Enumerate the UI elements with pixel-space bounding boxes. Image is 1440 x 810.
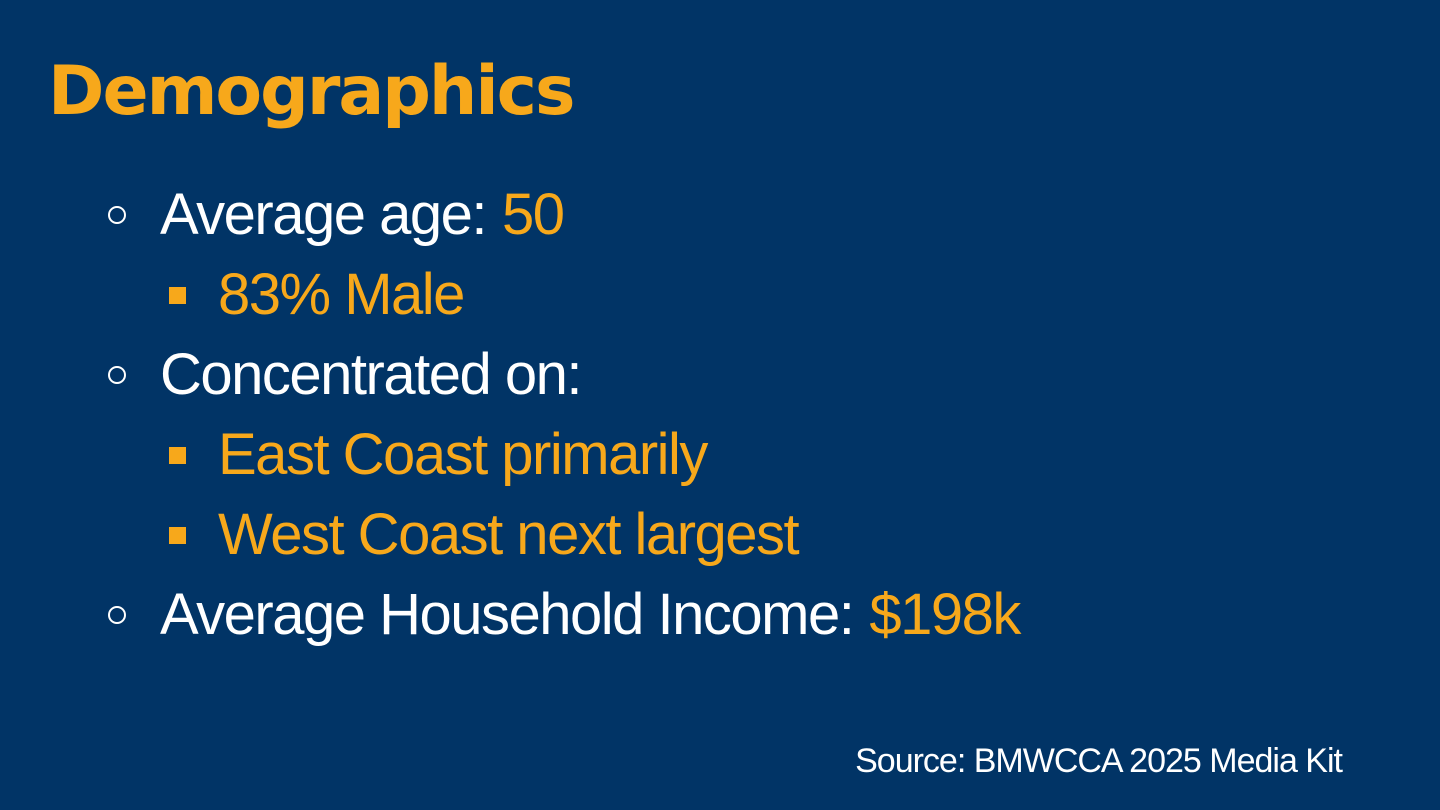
bullet-highlight: $198k <box>869 582 1021 647</box>
bullet-text: Average Household Income: <box>160 582 855 647</box>
bullet-text: Concentrated on: <box>160 342 582 407</box>
slide-title: Demographics <box>48 52 575 131</box>
sub-bullet-line: East Coast primarily <box>218 422 708 487</box>
bullet-square <box>169 447 186 464</box>
bullet-line: Average Household Income: $198k <box>160 575 1021 655</box>
bullet-square <box>169 527 186 544</box>
sub-bullet-line: 83% Male <box>218 262 465 327</box>
sub-bullet-line: West Coast next largest <box>218 502 800 567</box>
bullet-square <box>169 287 186 304</box>
bullet-line: Average age: 50 <box>160 175 565 255</box>
bullet-circle <box>108 366 126 384</box>
bullet-circle <box>108 206 126 224</box>
bullet-line: Concentrated on: <box>160 335 582 415</box>
bullet-circle <box>108 606 126 624</box>
bullet-highlight: 50 <box>501 182 565 247</box>
source-note: Source: BMWCCA 2025 Media Kit <box>855 742 1343 780</box>
bullet-text: Average age: <box>160 182 487 247</box>
